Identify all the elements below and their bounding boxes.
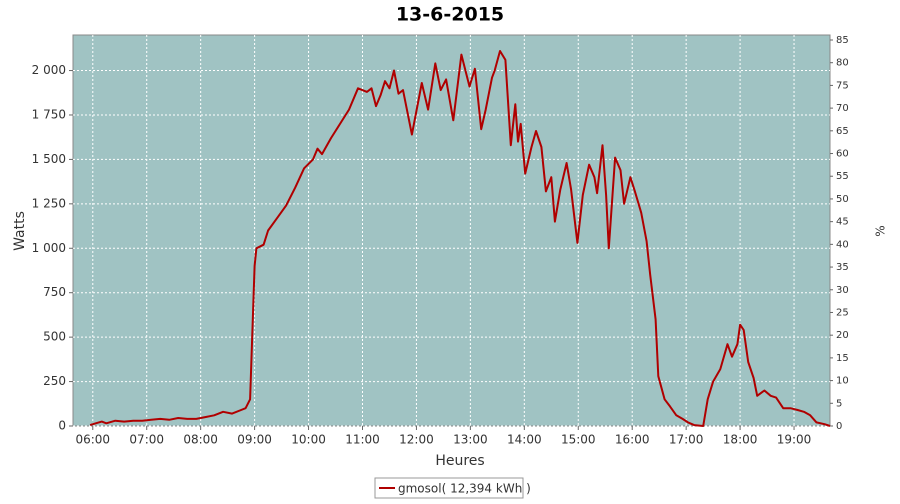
series-line (89, 50, 831, 427)
y2-tick-label: 10 (836, 376, 849, 387)
y2-tick-label: 0 (836, 421, 842, 432)
x-tick-label: 13:00 (453, 433, 488, 447)
y2-tick-label: 65 (836, 126, 849, 137)
y-tick-label: 2 000 (32, 63, 66, 77)
x-tick-label: 07:00 (129, 433, 164, 447)
y2-tick-label: 55 (836, 171, 849, 182)
y-tick-label: 1 750 (32, 107, 66, 121)
y-tick-label: 1 000 (32, 241, 66, 255)
x-tick-label: 14:00 (507, 433, 542, 447)
y2-tick-label: 20 (836, 330, 849, 341)
y2-tick-label: 35 (836, 262, 849, 273)
y-tick-label: 0 (58, 419, 66, 433)
x-axis-label: Heures (435, 453, 484, 469)
x-tick-label: 09:00 (237, 433, 272, 447)
x-tick-label: 11:00 (345, 433, 380, 447)
y-axis-label: Watts (12, 211, 28, 251)
y-tick-label: 750 (43, 285, 66, 299)
y2-tick-label: 80 (836, 58, 849, 69)
x-tick-label: 10:00 (291, 433, 326, 447)
x-tick-label: 18:00 (723, 433, 758, 447)
x-tick-label: 15:00 (561, 433, 596, 447)
legend-box (374, 477, 524, 499)
y2-tick-label: 70 (836, 103, 849, 114)
y2-axis-label: % (874, 225, 888, 236)
legend: gmosol( 12,394 kWh ) (374, 477, 531, 499)
y-tick-label: 1 500 (32, 152, 66, 166)
y2-tick-label: 85 (836, 35, 849, 46)
x-tick-label: 16:00 (615, 433, 650, 447)
legend-label: gmosol( 12,394 kWh ) (398, 482, 531, 496)
y-tick-label: 500 (43, 330, 66, 344)
x-tick-label: 19:00 (777, 433, 812, 447)
plot-area (72, 34, 831, 427)
chart-title: 13-6-2015 (396, 4, 504, 26)
y2-tick-label: 25 (836, 307, 849, 318)
x-tick-label: 06:00 (75, 433, 110, 447)
y2-tick-label: 60 (836, 149, 849, 160)
y2-tick-label: 30 (836, 285, 849, 296)
y2-tick-label: 40 (836, 239, 849, 250)
y2-tick-label: 5 (836, 398, 842, 409)
x-tick-label: 08:00 (183, 433, 218, 447)
y2-tick-label: 45 (836, 217, 849, 228)
y2-tick-label: 75 (836, 80, 849, 91)
x-tick-label: 12:00 (399, 433, 434, 447)
y-tick-label: 250 (43, 374, 66, 388)
y-tick-label: 1 250 (32, 196, 66, 210)
y2-tick-label: 50 (836, 194, 849, 205)
y2-tick-label: 15 (836, 353, 849, 364)
x-tick-label: 17:00 (669, 433, 704, 447)
